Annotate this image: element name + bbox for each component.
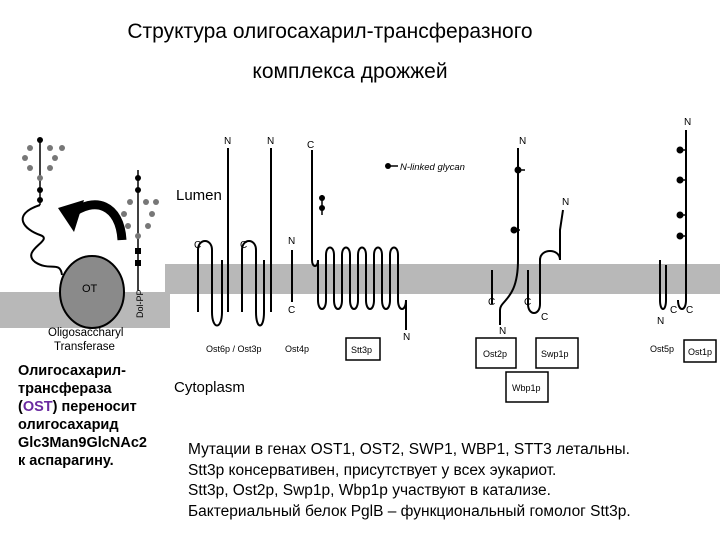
subunit-label: Ost6p / Ost3p [206,344,262,354]
subunit-label: Ost1p [688,347,712,357]
ost-description: Олигосахарил- трансфераза (OST) переноси… [18,362,178,470]
ost-description-line: трансфераза [18,381,112,397]
cytoplasm-label: Cytoplasm [174,379,245,396]
c-terminus-label: C [288,305,295,316]
n-terminus-label: N [403,332,410,343]
mutation-note-line: Мутации в генах OST1, OST2, SWP1, WBP1, … [188,441,630,458]
mutation-notes: Мутации в генах OST1, OST2, SWP1, WBP1, … [188,440,718,522]
c-terminus-label: C [541,312,548,323]
n-terminus-label: N [499,326,506,337]
n-terminus-label: N [657,316,664,327]
stt3p-box [345,337,381,361]
swp1p-box [535,337,579,369]
er-membrane [165,264,720,294]
ost-description-line: Glc3Man9GlcNAc2 [18,435,147,451]
n-linked-glycan-label: N-linked glycan [400,162,465,173]
subunit-label: Stt3p [351,345,372,355]
c-terminus-label: C [524,297,531,308]
mutation-note-line: Stt3p, Ost2p, Swp1p, Wbp1p участвуют в к… [188,482,551,499]
ost-caption-line-1: Oligosaccharyl [48,327,123,339]
n-terminus-label: N [519,136,526,147]
n-linked-glycan-icon [676,146,686,240]
ot-label: OT [82,283,98,295]
c-terminus-label: C [240,240,247,251]
lumen-label: Lumen [176,187,222,204]
ost-description-line: к аспарагину. [18,453,114,469]
mutation-note-line: Бактериальный белок PglB – функциональны… [188,502,631,520]
n-terminus-label: N [288,236,295,247]
ost-caption-line-2: Transferase [54,341,115,353]
ost2p-swp1p-protein [491,148,564,325]
n-terminus-label: N [684,117,691,128]
subunit-label: Ost5p [650,344,674,354]
c-terminus-label: C [194,240,201,251]
subunit-label: Swp1p [541,349,569,359]
ost-abbreviation: OST [22,399,53,415]
ot-enzyme-body [59,255,125,329]
subunit-label: Ost4p [285,344,309,354]
paren-open: ( [18,399,23,415]
c-terminus-label: C [488,297,495,308]
mutation-note-line: Stt3p консервативен, присутствует у всех… [188,461,557,479]
c-terminus-label: C [307,140,314,151]
wbp1p-box [505,371,549,403]
transfer-arrow-head-icon [58,200,84,232]
ost1p-box [683,339,717,363]
page-title-line-1: Структура олигосахарил-трансферазного [127,20,533,43]
page-title-line-2: комплекса дрожжей [252,60,448,83]
n-linked-glycan-icon [510,166,525,234]
subunit-label: Ost2p [483,349,507,359]
n-terminus-label: N [562,197,569,208]
ost-description-line: Олигосахарил- [18,363,126,379]
transferred-glycan-icon [22,137,65,205]
ost-description-line: олигосахарид [18,417,119,433]
ost6p-ost3p-protein [197,148,272,327]
stt3p-protein [311,150,407,330]
c-terminus-label: C [670,305,677,316]
dolpp-glycan-icon [121,170,159,290]
ost2p-box [475,337,517,369]
nascent-peptide [21,204,63,276]
n-linked-glycan-legend-icon [385,163,398,169]
ost-description-text: ) переносит [52,399,137,415]
dolpp-label: Dol-PP [135,289,145,318]
n-terminus-label: N [224,136,231,147]
n-terminus-label: N [267,136,274,147]
subunit-label: Wbp1p [512,383,541,393]
ost-description-line: (OST) переносит [18,398,178,416]
n-linked-glycan-icon [319,195,325,215]
c-terminus-label: C [686,305,693,316]
